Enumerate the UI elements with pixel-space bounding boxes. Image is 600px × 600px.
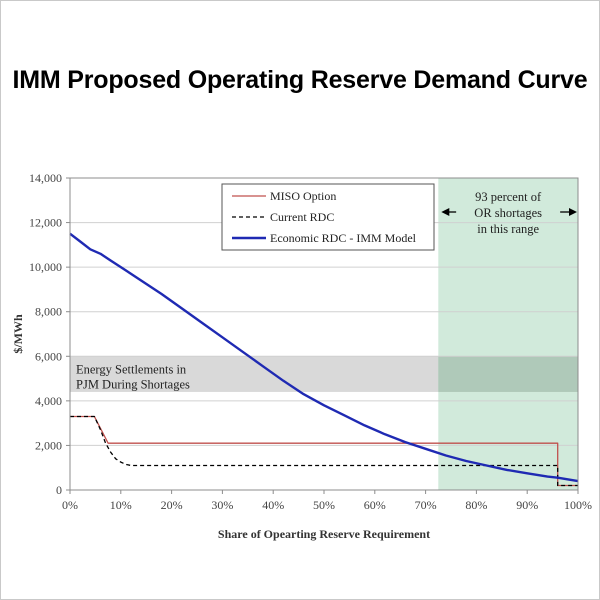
y-tick-label: 14,000 — [29, 171, 62, 185]
axis-ticks: 0 2,000 4,000 6,000 8,000 10,000 12,000 14,000 0… — [29, 171, 592, 512]
band-overlap — [438, 356, 578, 392]
range-arrow — [441, 208, 577, 216]
range-arrow-left-head — [441, 208, 450, 216]
page-title: IMM Proposed Operating Reserve Demand Cu… — [12, 66, 588, 94]
x-tick-label: 60% — [364, 498, 386, 512]
y-tick-label: 8,000 — [35, 305, 62, 319]
x-tick-label: 100% — [564, 498, 592, 512]
legend-label: Current RDC — [270, 210, 334, 224]
y-tick-label: 4,000 — [35, 394, 62, 408]
legend-label: MISO Option — [270, 189, 336, 203]
x-tick-label: 50% — [313, 498, 335, 512]
x-tick-label: 80% — [465, 498, 487, 512]
y-tick-label: 10,000 — [29, 260, 62, 274]
x-tick-label: 90% — [516, 498, 538, 512]
band-label-energy-settlements: Energy Settlements in — [76, 362, 187, 376]
y-tick-label: 6,000 — [35, 349, 62, 363]
x-tick-label: 10% — [110, 498, 132, 512]
chart-series — [69, 232, 579, 487]
band-label-energy-settlements: PJM During Shortages — [76, 377, 190, 391]
y-tick-label: 0 — [56, 483, 62, 497]
series-line-miso-option — [70, 415, 578, 487]
range-arrow-right-head — [569, 208, 577, 216]
x-tick-label: 0% — [62, 498, 78, 512]
legend: MISO Option Current RDC Economic RDC - IMM… — [221, 183, 435, 251]
y-tick-label: 2,000 — [35, 438, 62, 452]
band-label-or-shortages: 93 percent of — [475, 190, 542, 204]
x-tick-label: 70% — [415, 498, 437, 512]
chart-bands — [70, 178, 578, 490]
x-axis-label: Share of Opearting Reserve Requirement — [218, 527, 430, 541]
x-tick-label: 20% — [161, 498, 183, 512]
y-tick-label: 12,000 — [29, 216, 62, 230]
x-tick-label: 30% — [211, 498, 233, 512]
legend-label: Economic RDC - IMM Model — [270, 231, 417, 245]
series-line-current-rdc — [70, 415, 578, 487]
x-tick-label: 40% — [262, 498, 284, 512]
band-label-or-shortages: OR shortages — [474, 206, 542, 220]
y-axis-label: $/MWh — [11, 314, 25, 354]
series-line-economic-rdc-imm-model — [69, 232, 579, 483]
band-label-or-shortages: in this range — [477, 222, 539, 236]
band-or-shortages — [438, 178, 578, 490]
